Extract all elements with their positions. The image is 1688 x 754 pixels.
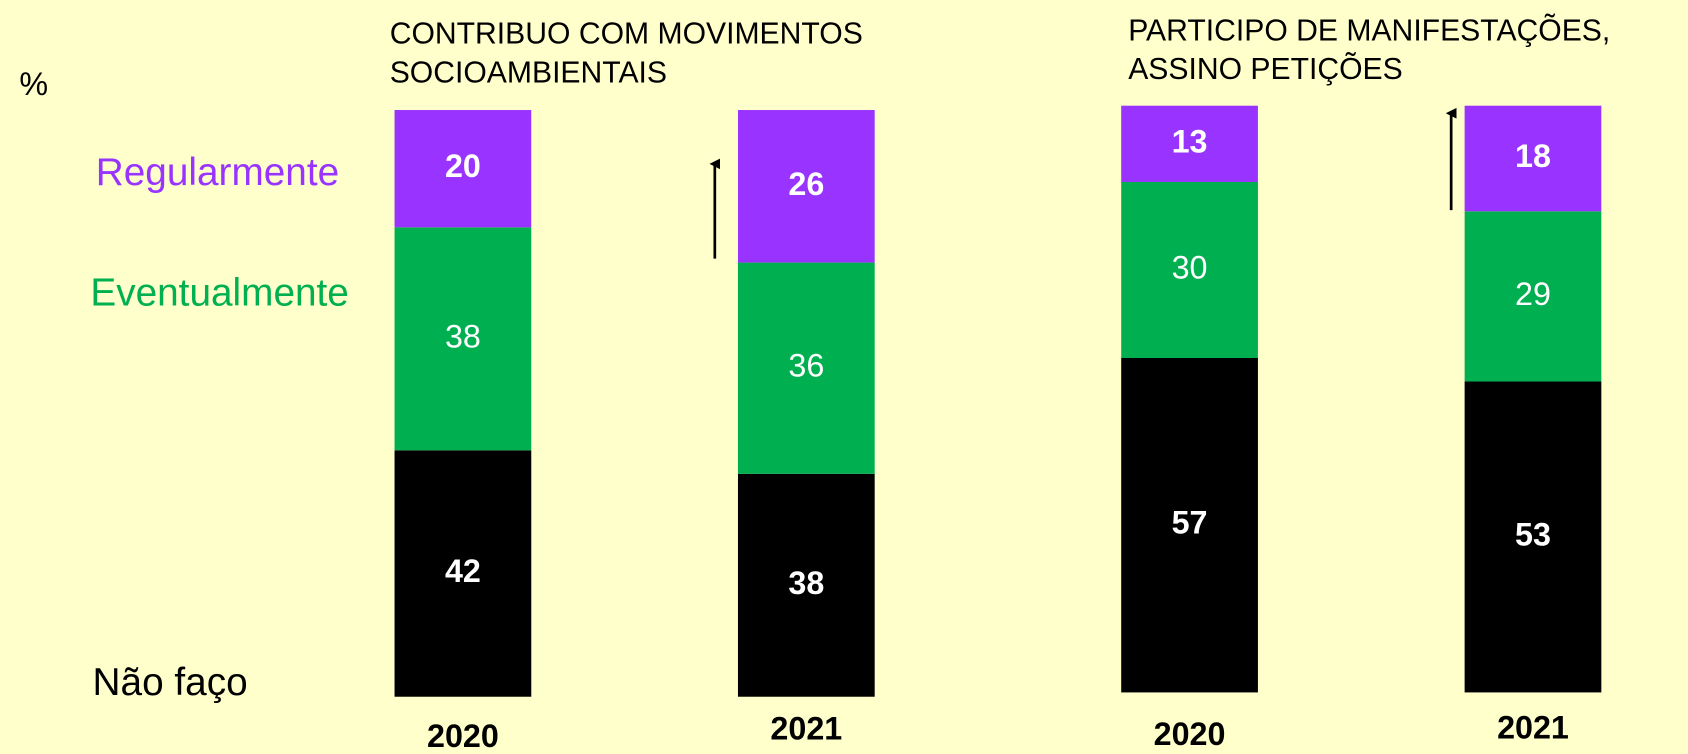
x-tick-label: 2020: [427, 718, 499, 754]
group-title: ASSINO PETIÇÕES: [1128, 52, 1403, 86]
bar-segment: [1121, 357, 1258, 693]
group-title: SOCIOAMBIENTAIS: [390, 56, 667, 89]
bar-segment: [1121, 181, 1258, 358]
bar-segment: [737, 110, 875, 263]
value-label: 26: [788, 166, 824, 202]
legend-label: Eventualmente: [90, 271, 349, 314]
bar-segment: [1464, 211, 1602, 382]
value-label: 20: [445, 148, 481, 184]
value-label: 36: [788, 348, 824, 384]
group-title: CONTRIBUO COM MOVIMENTOS: [390, 18, 863, 51]
bar-segment: [394, 110, 532, 228]
value-label: 53: [1515, 516, 1551, 552]
value-label: 42: [445, 553, 481, 589]
x-tick-label: 2021: [770, 711, 842, 747]
bar-segment: [1121, 105, 1258, 182]
value-label: 29: [1515, 276, 1551, 312]
bar-segment: [394, 450, 532, 697]
bar-segment: [1464, 381, 1602, 693]
value-label: 38: [788, 565, 824, 601]
value-label: 18: [1515, 138, 1551, 174]
x-tick-label: 2021: [1497, 710, 1569, 746]
unit-label: %: [19, 66, 48, 102]
bar-segment: [1464, 105, 1602, 212]
legend-label: Regularmente: [96, 151, 339, 194]
group-title: PARTICIPO DE MANIFESTAÇÕES,: [1128, 13, 1610, 47]
value-label: 57: [1172, 505, 1208, 541]
value-label: 13: [1172, 123, 1208, 159]
value-label: 30: [1172, 250, 1208, 286]
legend-label: Não faço: [93, 661, 248, 704]
x-tick-label: 2020: [1154, 716, 1226, 752]
bar-segment: [394, 227, 532, 451]
bar-segment: [737, 473, 875, 697]
bar-segment: [737, 262, 875, 474]
value-label: 38: [445, 318, 481, 354]
